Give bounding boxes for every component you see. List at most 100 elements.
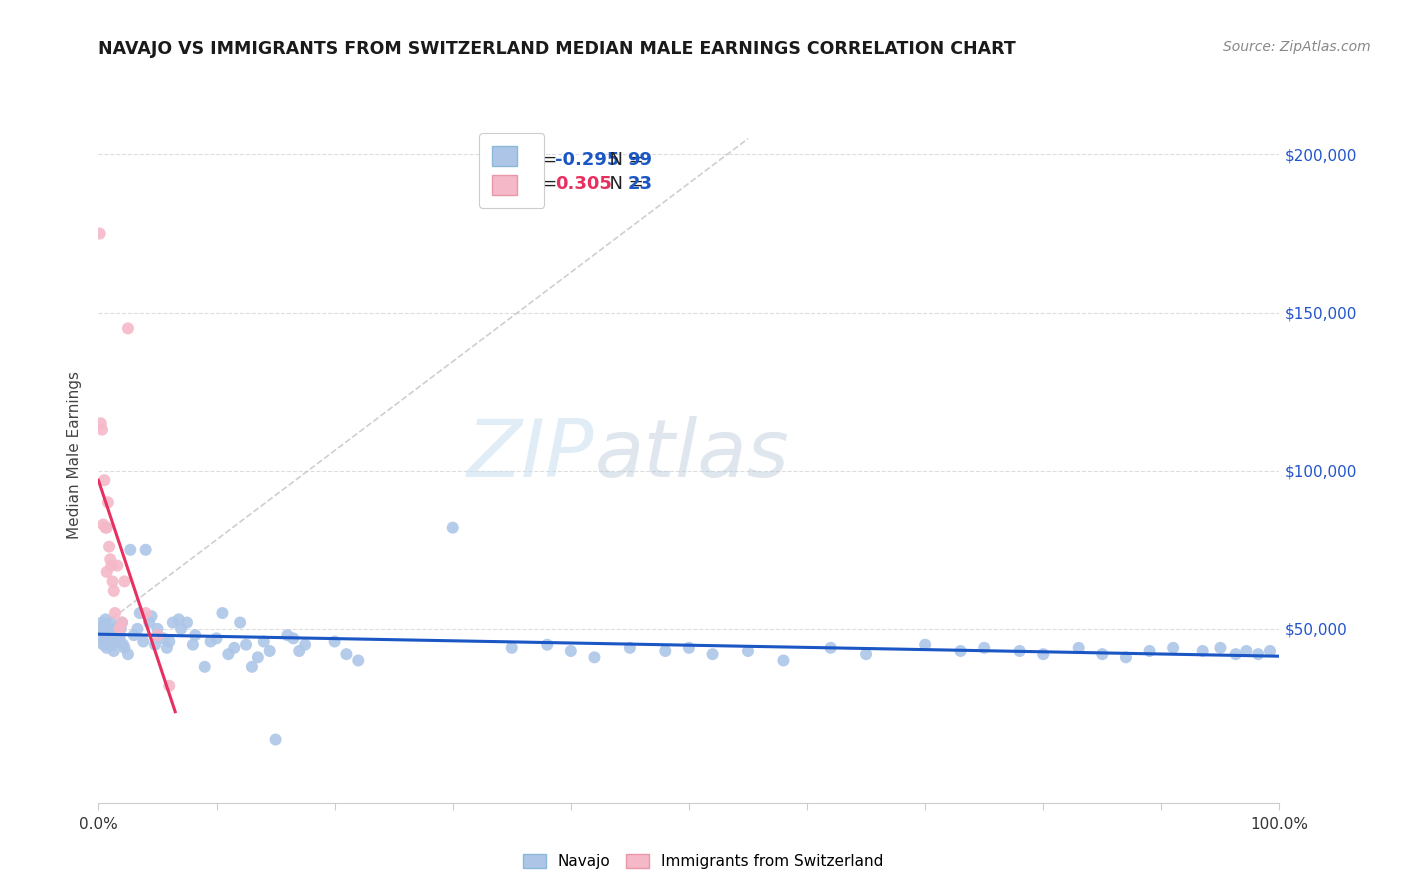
Point: [89, 227, 111, 241]
Point: [194, 660, 217, 674]
Point: [97, 495, 120, 509]
Point: [91, 618, 114, 632]
Point: [91, 638, 114, 652]
Point: [276, 628, 298, 642]
Point: [91, 615, 114, 630]
Point: [93, 625, 115, 640]
Point: [96, 640, 118, 655]
Point: [104, 606, 127, 620]
Point: [105, 558, 128, 573]
Point: [110, 622, 132, 636]
Point: [105, 634, 128, 648]
Point: [1067, 640, 1090, 655]
Point: [224, 640, 246, 655]
Point: [101, 638, 124, 652]
Point: [229, 615, 252, 630]
Point: [335, 647, 357, 661]
Point: [1247, 647, 1270, 661]
Point: [1115, 650, 1137, 665]
Text: atlas: atlas: [595, 416, 789, 494]
Point: [441, 521, 464, 535]
Point: [1008, 644, 1031, 658]
Point: [98, 540, 121, 554]
Point: [135, 542, 157, 557]
Point: [156, 640, 179, 655]
Point: [1091, 647, 1114, 661]
Point: [654, 644, 676, 658]
Text: NAVAJO VS IMMIGRANTS FROM SWITZERLAND MEDIAN MALE EARNINGS CORRELATION CHART: NAVAJO VS IMMIGRANTS FROM SWITZERLAND ME…: [98, 40, 1017, 58]
Point: [1161, 640, 1184, 655]
Point: [973, 640, 995, 655]
Text: -0.295: -0.295: [555, 151, 620, 169]
Point: [949, 644, 972, 658]
Point: [103, 583, 125, 598]
Point: [98, 625, 121, 640]
Point: [772, 653, 794, 667]
Point: [170, 622, 193, 636]
Point: [105, 628, 128, 642]
Point: [111, 615, 134, 630]
Point: [90, 622, 112, 636]
Point: [90, 417, 112, 431]
Point: [108, 622, 131, 636]
Point: [217, 647, 239, 661]
Point: [135, 606, 157, 620]
Point: [240, 660, 263, 674]
Point: [253, 634, 276, 648]
Point: [157, 679, 180, 693]
Point: [235, 638, 257, 652]
Point: [96, 565, 118, 579]
Text: R =: R =: [523, 175, 568, 193]
Point: [211, 606, 233, 620]
Point: [1209, 640, 1232, 655]
Point: [138, 615, 160, 630]
Point: [283, 632, 305, 646]
Point: [176, 615, 198, 630]
Point: [93, 632, 115, 646]
Point: [94, 612, 117, 626]
Point: [103, 644, 125, 658]
Point: [128, 606, 150, 620]
Point: [98, 552, 121, 566]
Text: N =: N =: [598, 151, 650, 169]
Point: [146, 628, 169, 642]
Point: [93, 473, 115, 487]
Point: [101, 574, 124, 589]
Point: [117, 321, 139, 335]
Text: 99: 99: [627, 151, 652, 169]
Point: [1032, 647, 1054, 661]
Point: [1225, 647, 1247, 661]
Point: [112, 574, 135, 589]
Text: 0.305: 0.305: [555, 175, 613, 193]
Point: [111, 615, 134, 630]
Point: [702, 647, 724, 661]
Point: [294, 638, 316, 652]
Point: [143, 638, 166, 652]
Point: [112, 638, 135, 652]
Point: [91, 517, 114, 532]
Point: [146, 622, 169, 636]
Legend: , : ,: [479, 134, 544, 208]
Point: [98, 632, 121, 646]
Point: [98, 622, 121, 636]
Y-axis label: Median Male Earnings: Median Male Earnings: [67, 371, 83, 539]
Point: [94, 521, 117, 535]
Point: [162, 615, 184, 630]
Text: ZIP: ZIP: [467, 416, 595, 494]
Point: [200, 634, 222, 648]
Point: [96, 618, 118, 632]
Point: [678, 640, 700, 655]
Text: R =: R =: [523, 151, 562, 169]
Point: [1234, 644, 1257, 658]
Point: [205, 632, 228, 646]
Point: [100, 615, 122, 630]
Point: [259, 644, 281, 658]
Point: [97, 638, 120, 652]
Point: [820, 640, 842, 655]
Point: [855, 647, 877, 661]
Point: [94, 634, 117, 648]
Point: [141, 609, 163, 624]
Point: [108, 632, 131, 646]
Point: [560, 644, 582, 658]
Point: [117, 647, 139, 661]
